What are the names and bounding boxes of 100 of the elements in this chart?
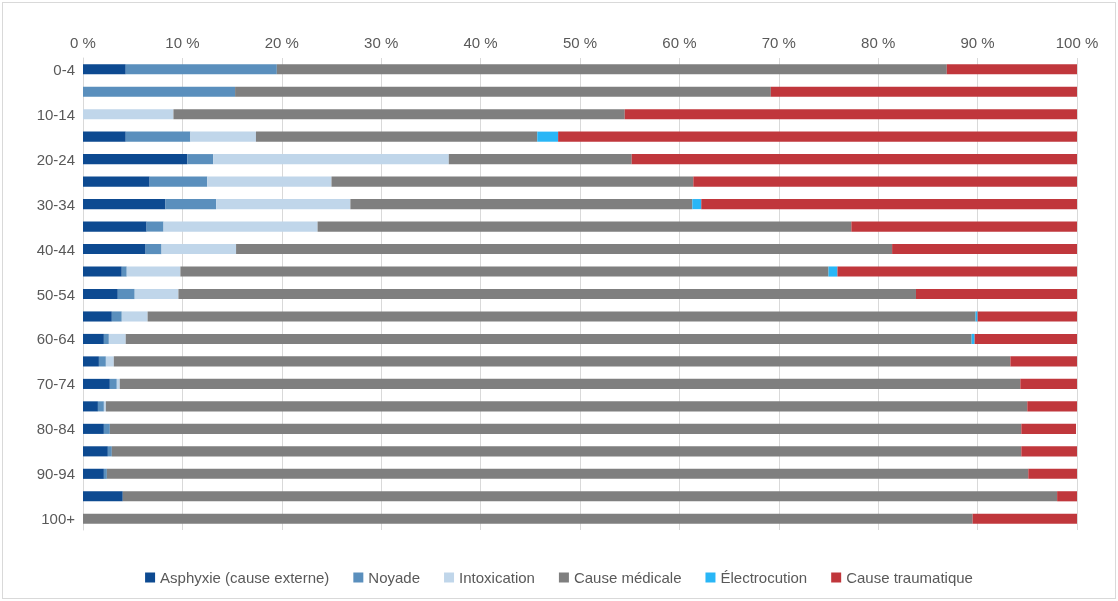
bar (624, 109, 1077, 120)
bar (83, 86, 236, 97)
legend-label: Électrocution (720, 569, 808, 586)
bar (105, 356, 114, 367)
x-tick-label: 0 % (70, 34, 96, 51)
bar (892, 243, 1077, 255)
bar (693, 176, 1077, 187)
bar (83, 356, 99, 367)
y-tick-label: 60-64 (36, 330, 75, 348)
bar (83, 311, 112, 322)
y-tick-label: 80-84 (36, 420, 75, 438)
bar (331, 176, 694, 187)
bar (125, 333, 972, 345)
bar (770, 86, 1077, 97)
legend-label: Cause médicale (573, 569, 682, 586)
bar (103, 423, 110, 434)
bar (1010, 356, 1077, 367)
bar (83, 176, 150, 187)
legend-label: Asphyxie (cause externe) (160, 569, 330, 586)
bar (977, 311, 1077, 322)
bar (163, 221, 318, 232)
bar (146, 221, 164, 232)
bar (1028, 468, 1077, 479)
bar (83, 491, 123, 502)
bar (1021, 423, 1077, 434)
bar (122, 491, 1058, 502)
x-tick-label: 50 % (562, 34, 598, 51)
x-tick-label: 100 % (1055, 34, 1099, 51)
bar (946, 64, 1077, 75)
bar (255, 131, 538, 142)
legend-label: Noyade (368, 569, 421, 586)
bar (117, 288, 135, 300)
bar (111, 446, 1022, 457)
bar (974, 333, 1077, 345)
x-tick-label: 60 % (662, 34, 697, 51)
bar (83, 333, 104, 345)
bar (631, 154, 1077, 165)
bar (216, 199, 351, 210)
bar (107, 446, 112, 457)
bar (106, 468, 1029, 479)
y-tick-label: 50-54 (36, 285, 75, 303)
bar (83, 513, 973, 524)
bar (121, 266, 127, 277)
bar (83, 401, 98, 412)
y-tick-label: 10-14 (36, 105, 75, 123)
x-tick-label: 20 % (264, 34, 299, 51)
bar (837, 266, 1077, 277)
bar (972, 513, 1077, 524)
bar (121, 311, 148, 322)
y-tick-label: 90-94 (36, 465, 75, 483)
bar (83, 378, 110, 389)
bar (187, 154, 214, 165)
bar (971, 333, 975, 345)
x-tick-label: 30 % (364, 34, 399, 51)
bar (97, 401, 104, 412)
bar (119, 378, 1021, 389)
bar (125, 64, 277, 75)
bar (165, 199, 217, 210)
bar (83, 243, 146, 255)
bar (108, 333, 126, 345)
bar (145, 243, 162, 255)
y-tick-label: 70-74 (36, 375, 75, 393)
bar (83, 109, 174, 120)
bar (147, 311, 976, 322)
bar (125, 131, 191, 142)
x-tick-label: 90 % (960, 34, 995, 51)
bar (178, 288, 916, 300)
bar (83, 199, 166, 210)
bar (235, 86, 771, 97)
bar (317, 221, 852, 232)
bar (111, 311, 122, 322)
x-tick-label: 70 % (761, 34, 796, 51)
x-tick-label: 40 % (463, 34, 498, 51)
bar (83, 266, 122, 277)
bar (103, 333, 109, 345)
bar (276, 64, 947, 75)
bar (173, 109, 625, 120)
bar (236, 243, 893, 255)
bar (83, 221, 147, 232)
bar (1027, 401, 1077, 412)
bar (83, 64, 126, 75)
bar (350, 199, 693, 210)
x-tick-label: 10 % (165, 34, 200, 51)
bar (105, 401, 1028, 412)
bar (1021, 446, 1077, 457)
bar (213, 154, 449, 165)
bar (83, 288, 118, 300)
bar (113, 356, 1011, 367)
legend-label: Intoxication (459, 569, 535, 586)
bar (1020, 378, 1077, 389)
y-tick-label: 30-34 (36, 195, 75, 213)
bar (83, 154, 188, 165)
bar (83, 446, 108, 457)
x-tick-label: 80 % (861, 34, 896, 51)
y-tick-label: 40-44 (36, 240, 75, 258)
bar (83, 131, 126, 142)
bar (207, 176, 332, 187)
bar (448, 154, 632, 165)
bar (915, 288, 1077, 300)
bar (116, 378, 120, 389)
